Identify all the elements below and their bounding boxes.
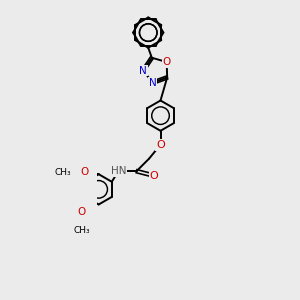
Text: CH₃: CH₃ [74,226,90,235]
Text: O: O [150,171,159,181]
Text: O: O [156,140,165,150]
Text: O: O [163,57,171,67]
Text: CH₃: CH₃ [54,168,71,177]
Text: N: N [139,65,147,76]
Text: O: O [78,207,86,217]
Text: N: N [149,78,157,88]
Text: HN: HN [111,166,126,176]
Text: O: O [81,167,89,177]
